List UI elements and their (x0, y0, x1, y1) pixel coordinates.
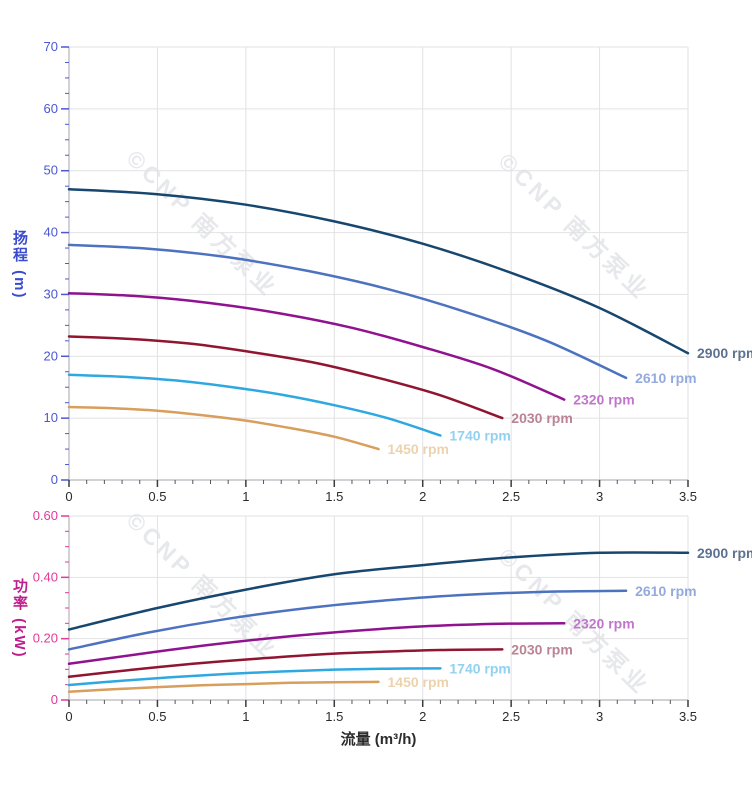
curve-head-1450-rpm (67, 405, 380, 451)
y-tick-label: 70 (44, 39, 58, 54)
y-tick-label: 0.60 (33, 508, 58, 523)
x-tick-label: 3 (596, 709, 603, 724)
curve-head-2030-rpm (67, 335, 504, 420)
y-tick-label: 0 (51, 472, 58, 487)
curve-head-2610-rpm (67, 243, 628, 380)
x-tick-label: 2.5 (502, 709, 520, 724)
curve-label: 2900 rpm (697, 545, 752, 561)
x-tick-label: 3.5 (679, 489, 697, 504)
y-tick-label: 20 (44, 348, 58, 363)
curve-power-2030-rpm (67, 648, 504, 678)
curve-label: 2320 rpm (573, 392, 634, 408)
curve-label: 1450 rpm (388, 441, 449, 457)
watermark: ©CNP 南方泵业 (122, 145, 284, 302)
curve-power-2320-rpm (67, 622, 566, 666)
curve-head-2900-rpm (67, 188, 690, 355)
curve-label: 2030 rpm (511, 410, 572, 426)
x-tick-label: 1.5 (325, 709, 343, 724)
curve-power-2610-rpm (67, 589, 628, 651)
curve-head-1740-rpm (67, 373, 442, 437)
y-tick-label: 30 (44, 286, 58, 301)
curve-label: 2610 rpm (635, 583, 696, 599)
x-tick-label: 0.5 (148, 489, 166, 504)
y-tick-label: 0.40 (33, 569, 58, 584)
power-axis-title: 功率 (kW) (11, 578, 28, 659)
curve-power-2900-rpm (67, 551, 690, 631)
watermark: ©CNP 南方泵业 (494, 148, 656, 305)
curve-power-1450-rpm (67, 680, 380, 693)
curve-label: 2030 rpm (511, 641, 572, 657)
curve-label: 2610 rpm (635, 370, 696, 386)
x-tick-label: 0 (65, 489, 72, 504)
x-tick-label: 1.5 (325, 489, 343, 504)
y-tick-label: 40 (44, 225, 58, 240)
curve-label: 1450 rpm (388, 674, 449, 690)
curve-label: 2320 rpm (573, 615, 634, 631)
y-tick-label: 0.20 (33, 631, 58, 646)
y-tick-label: 0 (51, 692, 58, 707)
x-tick-label: 0.5 (148, 709, 166, 724)
x-tick-label: 3 (596, 489, 603, 504)
y-tick-label: 50 (44, 163, 58, 178)
curve-label: 1740 rpm (449, 660, 510, 676)
x-tick-label: 1 (242, 489, 249, 504)
curve-head-2320-rpm (67, 291, 566, 401)
flow-axis-title: 流量 (m³/h) (340, 731, 417, 748)
y-tick-label: 10 (44, 410, 58, 425)
curve-label: 2900 rpm (697, 345, 752, 361)
x-tick-label: 2 (419, 489, 426, 504)
curve-power-1740-rpm (67, 667, 442, 687)
y-tick-label: 60 (44, 101, 58, 116)
x-tick-label: 2.5 (502, 489, 520, 504)
x-tick-label: 1 (242, 709, 249, 724)
x-tick-label: 3.5 (679, 709, 697, 724)
head-axis-title: 扬程 (m) (11, 230, 28, 300)
x-tick-label: 0 (65, 709, 72, 724)
curve-label: 1740 rpm (449, 427, 510, 443)
x-tick-label: 2 (419, 709, 426, 724)
